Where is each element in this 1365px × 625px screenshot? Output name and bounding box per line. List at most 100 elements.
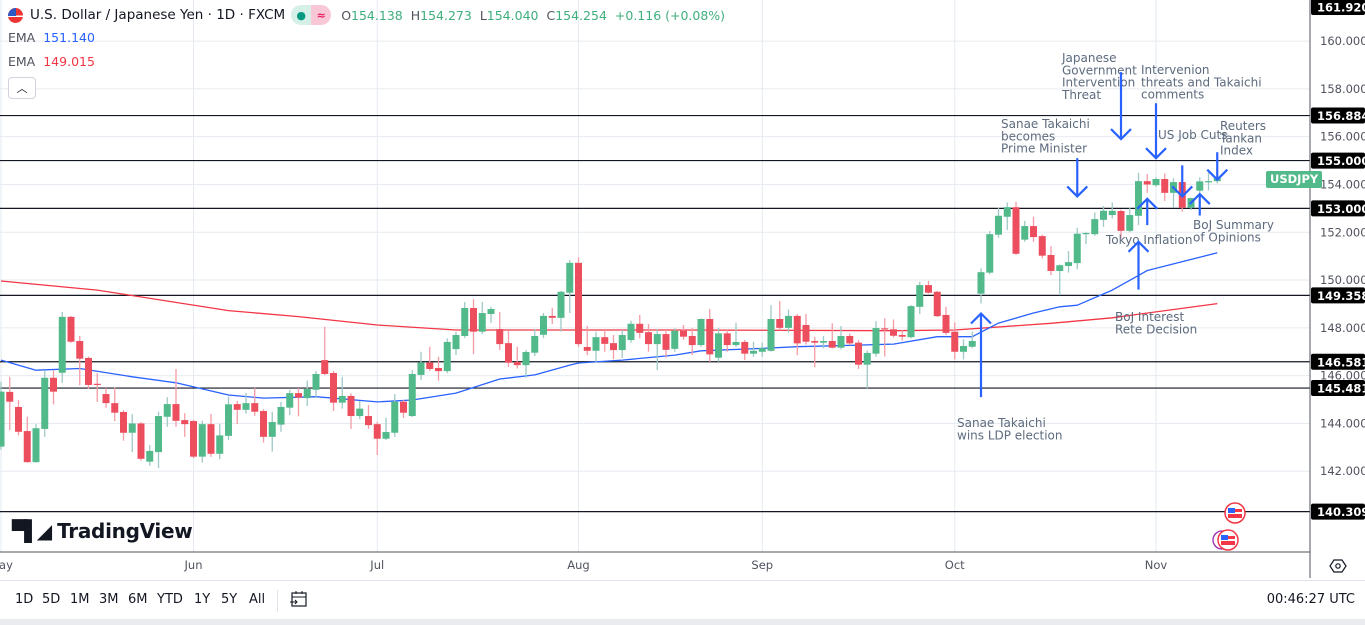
range-1m-button[interactable]: 1M: [70, 592, 90, 607]
candle: [837, 325, 845, 350]
annotation-arrow-head: [1066, 185, 1089, 198]
candle-body: [382, 432, 390, 439]
level-price-badge: [1311, 152, 1365, 169]
candle: [417, 351, 425, 380]
range-5y-button[interactable]: 5Y: [221, 592, 238, 607]
candle: [76, 335, 84, 386]
candle-body: [513, 362, 521, 366]
price-axis[interactable]: 142.000 144.000 146.000 148.000 150.000 152.0…: [1311, 0, 1365, 520]
candle-body: [426, 362, 434, 369]
candle: [312, 370, 320, 399]
candle-body: [837, 335, 845, 348]
candle: [706, 308, 714, 362]
candle: [846, 333, 854, 346]
candle: [855, 340, 862, 369]
time-axis[interactable]: May Jun Jul Aug Sep Oct Nov: [0, 558, 1167, 572]
range-3m-button[interactable]: 3M: [99, 592, 119, 607]
annotation-arrow-head: [1171, 185, 1194, 198]
candle-body: [1082, 232, 1090, 235]
ema-slow-legend[interactable]: EMA 149.015: [8, 54, 95, 69]
candle: [391, 394, 399, 437]
candle-body: [137, 423, 145, 459]
candle: [303, 380, 311, 406]
candle: [995, 207, 1002, 238]
range-1y-button[interactable]: 1Y: [194, 592, 211, 607]
candle-body: [286, 393, 294, 408]
candle-body: [1047, 254, 1055, 271]
candle-body: [32, 428, 40, 463]
candle: [548, 307, 556, 325]
level-price-label: 149.358: [1317, 289, 1365, 303]
annotation-arrow-head: [1136, 197, 1159, 210]
candle-body: [1196, 181, 1204, 191]
candle-body: [968, 340, 976, 347]
candle: [15, 400, 22, 436]
time-tick-label: Jul: [369, 558, 384, 572]
candle: [198, 420, 206, 463]
approx-icon: ≈: [311, 5, 332, 25]
candle: [750, 341, 757, 357]
tradingview-logo[interactable]: ▀▌◢ TradingView: [12, 519, 193, 543]
collapse-legend-button[interactable]: ︿: [8, 77, 36, 99]
range-6m-button[interactable]: 6M: [128, 592, 148, 607]
annotation-arrow-head: [1188, 192, 1211, 205]
candle-body: [50, 377, 57, 392]
clock-utc[interactable]: 00:46:27 UTC: [1266, 592, 1355, 607]
candle-body: [802, 324, 810, 342]
candle: [365, 405, 372, 429]
event-markers[interactable]: [1212, 502, 1246, 551]
candle-body: [338, 395, 346, 403]
level-price-label: 156.884: [1317, 109, 1365, 123]
ema-fast-line: [0, 252, 1218, 403]
open-value: 154.138: [351, 7, 403, 23]
candle: [583, 325, 591, 356]
candle: [286, 389, 294, 416]
us-flag-event-icon[interactable]: [1224, 502, 1246, 524]
range-all-button[interactable]: All: [249, 592, 266, 607]
annotation-text: Rete Decision: [1115, 322, 1197, 336]
market-status-pill[interactable]: ● ≈: [291, 5, 332, 25]
annotation-text: wins LDP election: [957, 428, 1062, 442]
candle: [190, 419, 197, 459]
range-5d-button[interactable]: 5D: [42, 592, 61, 607]
candle: [732, 322, 740, 347]
level-price-label: 161.920: [1317, 1, 1365, 15]
candle-body: [881, 328, 889, 330]
candle-body: [347, 395, 355, 417]
candle: [977, 268, 985, 304]
price-tick-label: 158.000: [1320, 82, 1365, 96]
arrow-up-icon: [1127, 240, 1150, 290]
candle-body: [942, 314, 950, 333]
candle-body: [1091, 219, 1099, 235]
candle-body: [846, 335, 854, 344]
level-price-badge: [1311, 380, 1365, 397]
annotation-arrow-head: [1110, 128, 1132, 141]
candle-body: [645, 332, 652, 345]
candle: [102, 388, 110, 408]
ema-fast-legend[interactable]: EMA 151.140: [8, 30, 95, 45]
candle: [338, 376, 346, 409]
time-tick-label: Oct: [945, 558, 965, 572]
candle: [470, 299, 477, 355]
symbol-title[interactable]: U.S. Dollar / Japanese Yen · 1D · FXCM: [30, 7, 286, 23]
range-1d-button[interactable]: 1D: [15, 592, 34, 607]
candle: [207, 413, 215, 457]
level-price-badge: [1311, 287, 1365, 304]
us-flag-event-icon[interactable]: [1212, 529, 1239, 551]
axis-settings-button[interactable]: [1328, 557, 1348, 575]
candle: [111, 387, 119, 422]
candle-body: [198, 424, 206, 457]
price-tick-label: 148.000: [1320, 321, 1365, 335]
candle-body: [268, 422, 276, 437]
candle: [933, 290, 941, 318]
go-to-date-calendar-icon[interactable]: [289, 589, 309, 609]
candle-body: [1073, 233, 1081, 264]
candle-body: [505, 343, 512, 363]
candle-body: [785, 315, 792, 328]
candle-body: [172, 404, 180, 421]
symbol-badge: USDJPY: [1266, 171, 1323, 188]
candle: [233, 400, 241, 425]
range-ytd-button[interactable]: YTD: [157, 592, 183, 607]
